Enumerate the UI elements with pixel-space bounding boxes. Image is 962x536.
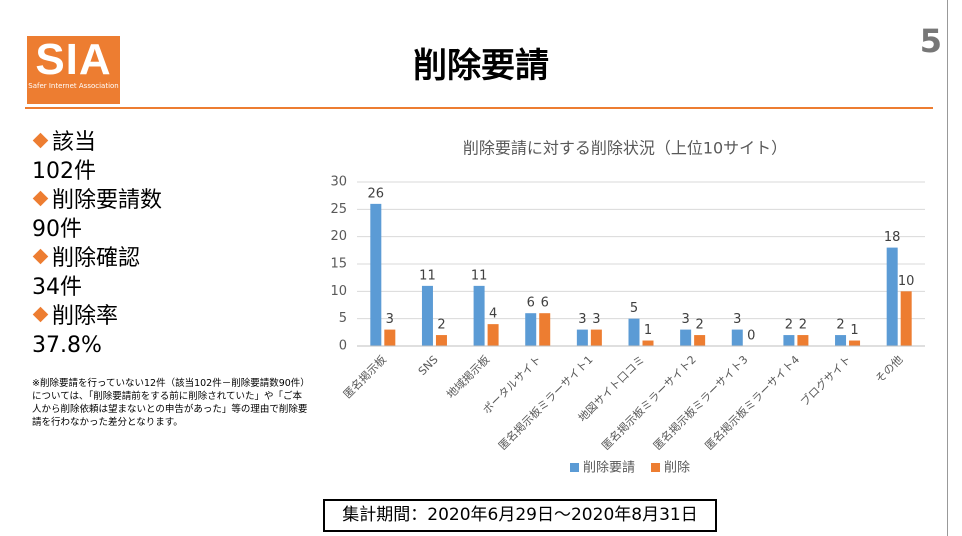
- x-tick-label: ブログサイト: [797, 352, 854, 409]
- divider: [25, 107, 933, 109]
- data-label: 2: [437, 318, 445, 333]
- data-label: 11: [471, 268, 488, 283]
- bar: [835, 335, 847, 346]
- stat-value: 37.8%: [32, 333, 102, 358]
- stat-label-row: 削除要請数: [32, 186, 162, 215]
- bar: [487, 324, 499, 346]
- edge-line: [947, 0, 948, 536]
- y-tick-label: 10: [330, 284, 347, 299]
- data-label: 4: [489, 307, 497, 322]
- bar: [694, 335, 706, 346]
- chart-title: 削除要請に対する削除状況（上位10サイト）: [463, 139, 787, 158]
- bar: [731, 329, 743, 346]
- stat-label: 削除要請数: [52, 188, 163, 213]
- bar: [900, 291, 912, 346]
- stats: 該当 102件 削除要請数 90件 削除確認 34件 削除率 37.8%: [32, 128, 162, 360]
- data-label: 10: [898, 274, 915, 289]
- bar: [370, 203, 382, 346]
- x-tick-label: その他: [873, 353, 906, 386]
- bar: [628, 318, 640, 346]
- legend-label: 削除: [664, 461, 690, 476]
- x-tick-label: 匿名掲示板ミラーサイト1: [495, 352, 595, 452]
- data-label: 1: [850, 323, 858, 338]
- note: ※削除要請を行っていない12件（該当102件－削除要請数90件）については、「削…: [32, 378, 308, 428]
- logo: SIA Safer Internet Association: [27, 36, 120, 104]
- data-label: 2: [695, 318, 703, 333]
- bar: [525, 313, 537, 346]
- data-label: 6: [541, 296, 549, 311]
- stat-value: 34件: [32, 275, 82, 300]
- data-label: 1: [644, 323, 652, 338]
- logo-text: SIA: [35, 35, 112, 84]
- bar: [576, 329, 588, 346]
- bar: [680, 329, 692, 346]
- bar: [435, 335, 447, 346]
- y-tick-label: 5: [339, 311, 347, 326]
- bar: [797, 335, 809, 346]
- data-label: 11: [419, 268, 436, 283]
- x-tick-label: 匿名掲示板: [340, 352, 389, 401]
- y-tick-label: 30: [330, 175, 347, 190]
- logo-subtext: Safer Internet Association: [28, 82, 119, 90]
- data-label: 26: [368, 186, 385, 201]
- bar: [384, 329, 396, 346]
- stat-value: 90件: [32, 217, 82, 242]
- stat-value: 102件: [32, 159, 96, 184]
- bar: [539, 313, 551, 346]
- y-tick-label: 25: [330, 202, 347, 217]
- data-label: 3: [733, 312, 741, 327]
- legend-swatch: [651, 463, 661, 472]
- x-tick-label: 匿名掲示板ミラーサイト4: [702, 352, 802, 452]
- bar: [886, 247, 898, 346]
- x-tick-label: 匿名掲示板ミラーサイト3: [650, 352, 750, 452]
- data-label: 2: [785, 318, 793, 333]
- bar: [421, 285, 433, 346]
- period: 集計期間：2020年6月29日～2020年8月31日: [323, 499, 717, 532]
- data-label: 2: [799, 318, 807, 333]
- data-label: 3: [592, 312, 600, 327]
- data-label: 3: [681, 312, 689, 327]
- page-number: 5: [919, 22, 942, 60]
- data-label: 18: [884, 230, 901, 245]
- stat-label-row: 該当: [32, 128, 162, 157]
- stat-label: 削除率: [52, 304, 119, 329]
- bar: [642, 340, 654, 346]
- data-label: 2: [836, 318, 844, 333]
- x-tick-label: SNS: [416, 353, 441, 378]
- legend-label: 削除要請: [583, 461, 635, 476]
- x-tick-label: 匿名掲示板ミラーサイト2: [599, 352, 699, 452]
- bar: [473, 285, 485, 346]
- data-label: 0: [747, 329, 755, 344]
- bar: [849, 340, 861, 346]
- y-tick-label: 20: [330, 229, 347, 244]
- y-tick-label: 0: [339, 339, 347, 354]
- stat-label: 削除確認: [52, 246, 141, 271]
- legend-swatch: [570, 463, 579, 472]
- data-label: 3: [578, 312, 586, 327]
- stat-label-row: 削除率: [32, 302, 162, 331]
- data-label: 6: [527, 296, 535, 311]
- stat-label-row: 削除確認: [32, 244, 162, 273]
- data-label: 3: [386, 312, 394, 327]
- stat-label: 該当: [52, 130, 97, 155]
- data-label: 5: [630, 301, 638, 316]
- x-tick-label: 地域掲示板: [444, 352, 493, 401]
- y-tick-label: 15: [330, 257, 347, 272]
- slide-title: 削除要請: [413, 46, 549, 86]
- bar: [783, 335, 795, 346]
- bar: [590, 329, 602, 346]
